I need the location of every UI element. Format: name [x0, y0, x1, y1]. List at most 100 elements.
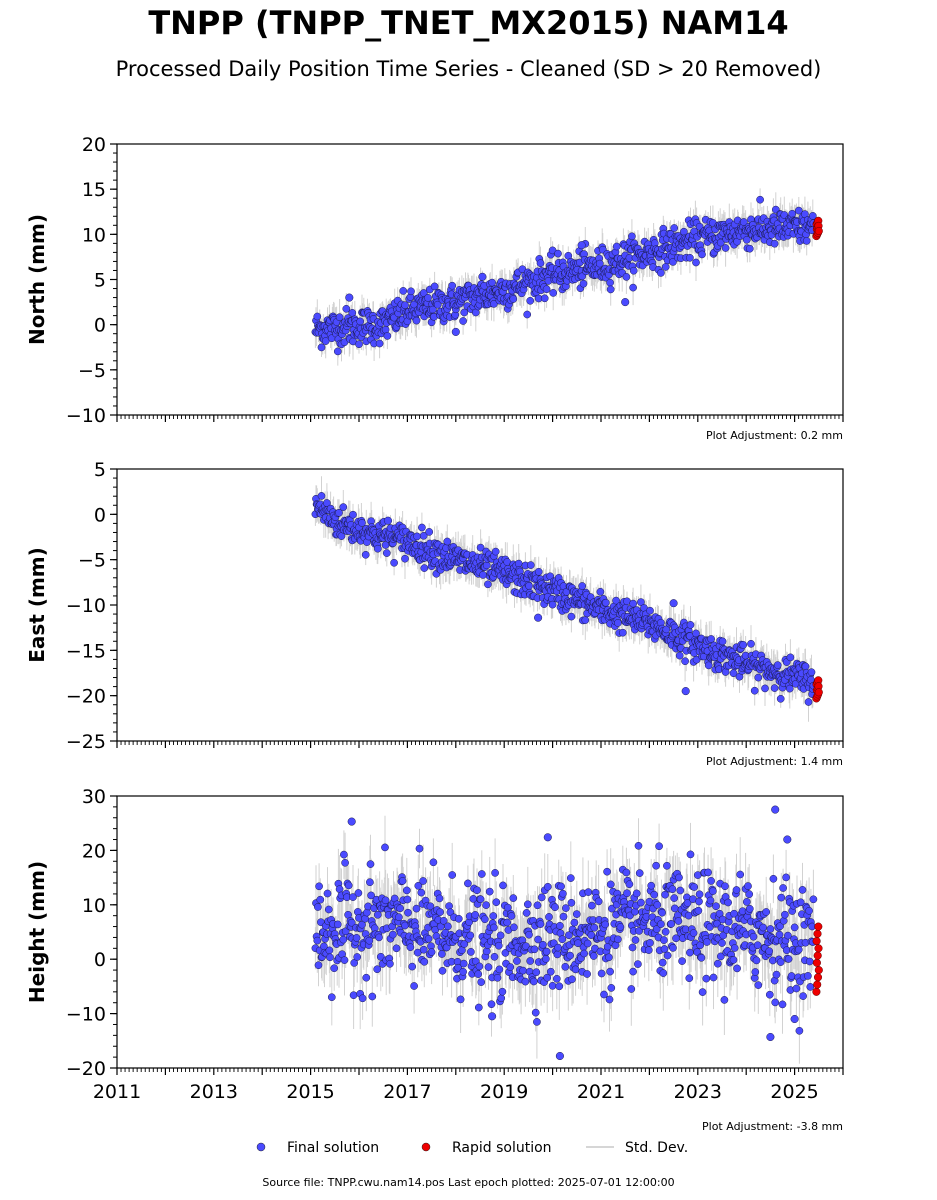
- final-point: [482, 561, 491, 570]
- rapid-point: [814, 226, 823, 236]
- final-point: [692, 258, 700, 267]
- final-point: [526, 296, 535, 305]
- final-point: [414, 881, 423, 890]
- final-point: [314, 961, 323, 970]
- final-point: [339, 935, 348, 944]
- final-point: [491, 869, 499, 877]
- final-point: [373, 965, 382, 974]
- final-point: [686, 253, 694, 262]
- final-point: [460, 940, 469, 948]
- final-point: [495, 965, 504, 974]
- final-point: [413, 532, 421, 541]
- y-tick-label: 0: [94, 504, 106, 526]
- final-point: [356, 317, 365, 326]
- final-point: [361, 550, 370, 559]
- y-tick-label: 15: [82, 179, 106, 201]
- final-point: [381, 843, 389, 852]
- final-point: [392, 944, 401, 953]
- final-point: [606, 285, 615, 294]
- y-tick-label: −25: [66, 731, 106, 753]
- final-point: [424, 934, 433, 943]
- final-point: [474, 1003, 483, 1012]
- final-point: [403, 895, 412, 904]
- y-axis-label: North (mm): [25, 214, 49, 345]
- final-point: [375, 339, 384, 348]
- rapid-points: [812, 216, 823, 241]
- final-point: [498, 987, 507, 996]
- final-point: [340, 956, 349, 964]
- final-point: [530, 945, 539, 954]
- final-point: [489, 912, 498, 920]
- final-point: [770, 684, 779, 692]
- final-point: [491, 547, 500, 556]
- final-point: [438, 950, 446, 958]
- chart-title: TNPP (TNPP_TNET_MX2015) NAM14: [148, 4, 789, 42]
- final-point: [427, 948, 436, 956]
- final-point: [401, 301, 409, 310]
- final-point: [675, 651, 684, 660]
- final-point: [646, 606, 654, 615]
- final-point: [313, 936, 322, 945]
- final-point: [477, 978, 486, 986]
- final-point: [513, 957, 521, 965]
- final-point: [401, 554, 409, 563]
- final-point: [567, 612, 576, 621]
- final-point: [466, 931, 475, 940]
- final-point: [426, 902, 435, 911]
- final-point: [476, 895, 485, 904]
- final-point: [490, 952, 499, 961]
- final-point: [419, 531, 428, 540]
- final-point: [404, 908, 412, 917]
- final-point: [482, 947, 491, 956]
- final-point: [358, 920, 366, 929]
- final-point: [358, 519, 366, 527]
- final-point: [745, 244, 754, 253]
- rapid-point: [814, 688, 823, 697]
- final-point: [578, 582, 587, 590]
- final-point: [501, 949, 510, 957]
- final-point: [488, 278, 496, 287]
- final-point: [601, 598, 610, 607]
- final-point: [366, 860, 375, 868]
- final-point: [521, 977, 530, 986]
- final-point: [629, 283, 637, 292]
- final-point: [382, 549, 391, 557]
- final-point: [365, 936, 374, 945]
- final-point: [389, 930, 397, 939]
- final-point: [595, 259, 604, 268]
- final-point: [612, 242, 621, 251]
- final-point: [408, 962, 417, 971]
- final-point: [474, 970, 483, 978]
- final-point: [383, 516, 393, 525]
- final-point: [352, 934, 361, 942]
- final-point: [476, 543, 485, 552]
- final-point: [390, 558, 398, 567]
- data-layer: [311, 476, 823, 722]
- final-point: [430, 282, 439, 291]
- y-tick-label: −10: [66, 595, 106, 617]
- plot-adjustment-note: Plot Adjustment: 1.4 mm: [706, 755, 843, 768]
- final-point: [420, 564, 429, 572]
- final-point: [459, 959, 468, 968]
- final-point: [621, 298, 630, 307]
- final-point: [412, 316, 421, 325]
- final-point: [316, 895, 325, 904]
- final-point: [317, 492, 326, 500]
- final-point: [704, 661, 713, 670]
- plot-adjustment-note: Plot Adjustment: 0.2 mm: [706, 429, 843, 442]
- final-point: [509, 295, 518, 303]
- final-point: [692, 629, 700, 638]
- final-point: [718, 637, 727, 646]
- final-point: [742, 235, 751, 244]
- final-point: [776, 694, 785, 703]
- final-point: [761, 684, 769, 693]
- final-point: [510, 923, 518, 932]
- final-point: [386, 959, 394, 968]
- final-point: [467, 948, 475, 956]
- final-point: [536, 259, 545, 268]
- final-point: [507, 912, 516, 920]
- final-point: [323, 889, 332, 898]
- final-point: [581, 616, 590, 624]
- y-axis-label: East (mm): [25, 547, 49, 663]
- final-point: [412, 904, 421, 913]
